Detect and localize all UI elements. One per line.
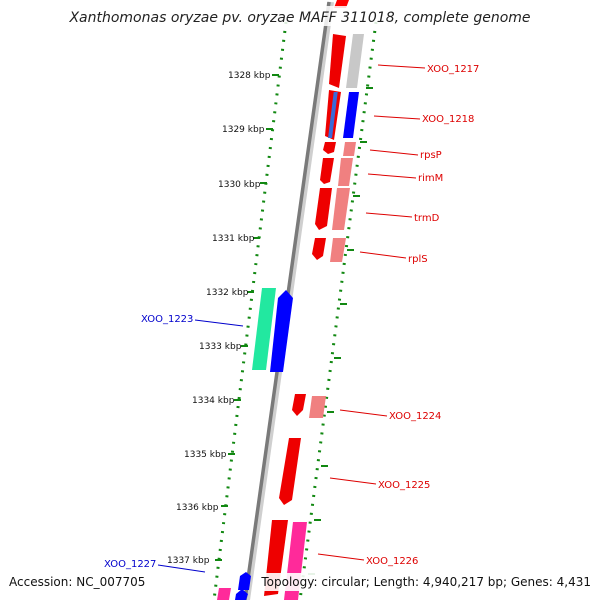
gene-block-xoo1218-outer-highlight bbox=[328, 92, 338, 138]
kbp-label: 1335 kbp bbox=[184, 450, 227, 460]
gene-block-xoo1223-teal[interactable] bbox=[252, 288, 276, 370]
gene-label-xoo1227[interactable]: XOO_1227 bbox=[104, 559, 156, 570]
gene-block-rpls-inner[interactable] bbox=[312, 238, 326, 260]
left-ruler-dotted bbox=[212, 21, 288, 600]
leader-lines bbox=[157, 64, 426, 573]
kbp-label: 1333 kbp bbox=[199, 342, 242, 352]
gene-block-xoo1227-b[interactable] bbox=[235, 589, 248, 600]
gene-block-rpls-outer[interactable] bbox=[330, 238, 346, 262]
gene-label-rimm[interactable]: rimM bbox=[418, 173, 443, 184]
gene-label-xoo1223[interactable]: XOO_1223 bbox=[141, 314, 193, 325]
gene-label-rpls[interactable]: rplS bbox=[408, 254, 428, 265]
right-ruler-ticks bbox=[308, 87, 373, 575]
gene-label-trmd[interactable]: trmD bbox=[414, 213, 440, 224]
gene-block-xoo1218-outer[interactable] bbox=[343, 92, 359, 138]
gene-block-trmd-inner[interactable] bbox=[315, 188, 332, 230]
gene-label-xoo1226[interactable]: XOO_1226 bbox=[366, 556, 418, 567]
accession-text: Accession: NC_007705 bbox=[9, 575, 145, 589]
kbp-label: 1337 kbp bbox=[167, 556, 210, 566]
gene-blocks bbox=[217, 0, 364, 600]
gene-block-xoo1217-outer[interactable] bbox=[346, 34, 364, 88]
gene-labels: XOO_1217 XOO_1218 rpsP rimM trmD rplS XO… bbox=[104, 64, 479, 570]
kbp-label: 1331 kbp bbox=[212, 234, 255, 244]
footer-backdrop-right bbox=[258, 573, 596, 591]
gene-block-rpsp-outer[interactable] bbox=[343, 142, 356, 156]
left-ruler-ticks bbox=[215, 74, 279, 561]
title-backdrop bbox=[60, 6, 540, 26]
gene-label-xoo1218[interactable]: XOO_1218 bbox=[422, 114, 474, 125]
gene-label-xoo1225[interactable]: XOO_1225 bbox=[378, 480, 430, 491]
footer-backdrop-left bbox=[4, 573, 152, 591]
kbp-label: 1334 kbp bbox=[192, 396, 235, 406]
map-area: 1328 kbp 1329 kbp 1330 kbp 1331 kbp 1332… bbox=[104, 0, 479, 600]
gene-block-rimm-outer[interactable] bbox=[338, 158, 353, 186]
kbp-label: 1332 kbp bbox=[206, 288, 249, 298]
gene-label-xoo1224[interactable]: XOO_1224 bbox=[389, 411, 441, 422]
gene-block-xoo1217-inner[interactable] bbox=[329, 34, 346, 88]
gene-label-xoo1217[interactable]: XOO_1217 bbox=[427, 64, 479, 75]
gene-block-rimm-inner[interactable] bbox=[320, 158, 334, 184]
gene-block-xoo1227-magenta[interactable] bbox=[217, 588, 231, 600]
gene-block-rpsp-inner[interactable] bbox=[323, 142, 336, 154]
gene-block-xoo1225[interactable] bbox=[279, 438, 301, 505]
gene-label-rpsp[interactable]: rpsP bbox=[420, 150, 442, 161]
kbp-label: 1336 kbp bbox=[176, 503, 219, 513]
topology-text: Topology: circular; Length: 4,940,217 bp… bbox=[260, 575, 591, 589]
kbp-label: 1328 kbp bbox=[228, 71, 271, 81]
map-title: Xanthomonas oryzae pv. oryzae MAFF 31101… bbox=[68, 10, 530, 26]
gene-block-xoo1227-a[interactable] bbox=[238, 572, 251, 590]
kbp-label: 1329 kbp bbox=[222, 125, 265, 135]
kbp-labels: 1328 kbp 1329 kbp 1330 kbp 1331 kbp 1332… bbox=[167, 71, 271, 566]
gene-block-trmd-outer[interactable] bbox=[332, 188, 350, 230]
gene-block-xoo1223-blue[interactable] bbox=[270, 290, 293, 372]
kbp-label: 1330 kbp bbox=[218, 180, 261, 190]
gene-block-xoo1224-outer[interactable] bbox=[309, 396, 326, 418]
gene-block-xoo1224-inner[interactable] bbox=[292, 394, 306, 416]
